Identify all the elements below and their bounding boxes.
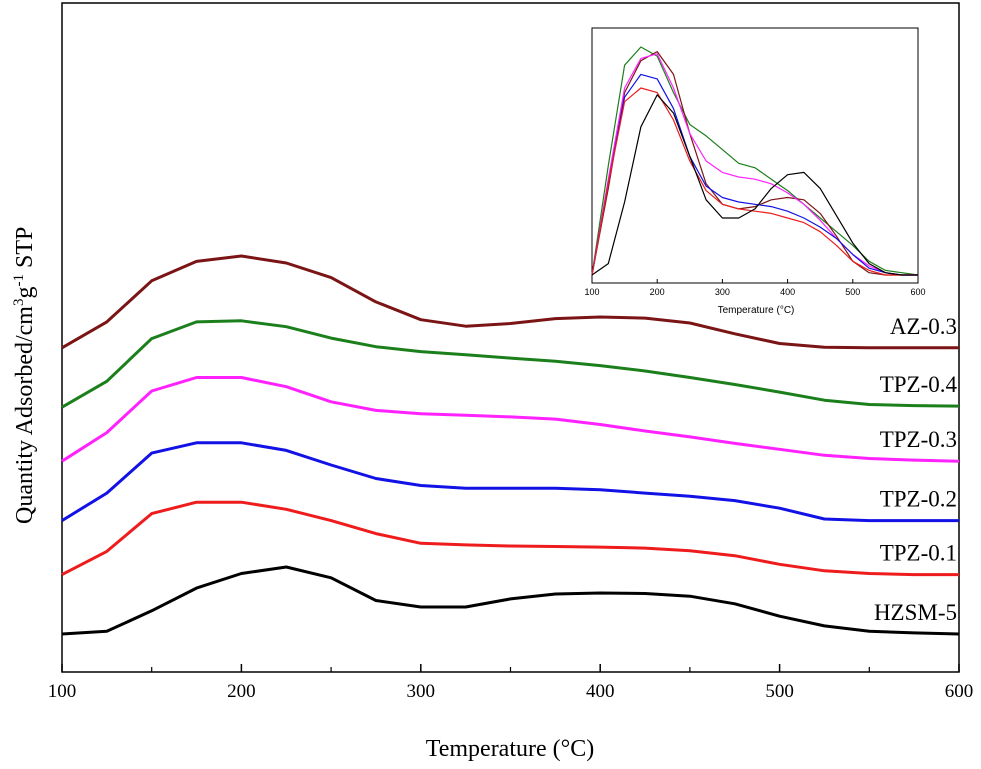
inset-series-line — [591, 51, 918, 276]
inset-x-tick-label: 100 — [584, 287, 599, 297]
series-label: TPZ-0.3 — [880, 427, 957, 452]
inset-x-tick-label: 300 — [715, 287, 730, 297]
series-line-tpz-0-3 — [61, 376, 960, 463]
inset-chart: 100 200 300 400 500 600 Temperature (°C) — [584, 27, 926, 316]
x-tick-label: 100 — [48, 681, 77, 702]
x-tick-label: 200 — [227, 681, 256, 702]
inset-x-tick-label: 200 — [650, 287, 665, 297]
inset-x-tick-label: 400 — [780, 287, 795, 297]
main-x-ticks: 100 200 300 400 500 600 — [48, 664, 974, 702]
series-line-az-0-3 — [61, 254, 959, 350]
series-label: HZSM-5 — [874, 600, 957, 625]
inset-series-line — [591, 53, 918, 276]
main-series-labels: AZ-0.3 TPZ-0.4 TPZ-0.3 TPZ-0.2 TPZ-0.1 HZSM-5 — [874, 314, 958, 625]
series-line-tpz-0-4 — [61, 319, 960, 409]
main-series-group — [61, 254, 960, 636]
series-line-tpz-0-1 — [61, 500, 959, 577]
inset-frame — [591, 27, 919, 284]
inset-x-tick-label: 600 — [910, 287, 925, 297]
x-tick-label: 500 — [765, 681, 794, 702]
inset-x-ticks: 100 200 300 400 500 600 — [584, 279, 926, 297]
series-line-tpz-0-2 — [61, 441, 959, 523]
series-label: AZ-0.3 — [890, 314, 957, 339]
inset-series-line — [591, 73, 918, 276]
inset-x-tick-label: 500 — [845, 287, 860, 297]
x-tick-label: 300 — [407, 681, 436, 702]
inset-series-line — [591, 87, 918, 276]
x-tick-label: 400 — [586, 681, 615, 702]
series-line-hzsm-5 — [61, 565, 960, 636]
x-axis-title: Temperature (°C) — [426, 736, 595, 762]
series-label: TPZ-0.1 — [880, 541, 957, 566]
inset-series-line — [591, 94, 918, 276]
series-label: TPZ-0.2 — [880, 487, 957, 512]
inset-x-axis-title: Temperature (°C) — [718, 305, 795, 316]
series-label: TPZ-0.4 — [880, 372, 958, 397]
inset-series-group — [591, 46, 919, 276]
y-axis-title: Quantity Adsorbed/cm3g-1 STP — [11, 227, 38, 524]
x-tick-label: 600 — [945, 681, 974, 702]
